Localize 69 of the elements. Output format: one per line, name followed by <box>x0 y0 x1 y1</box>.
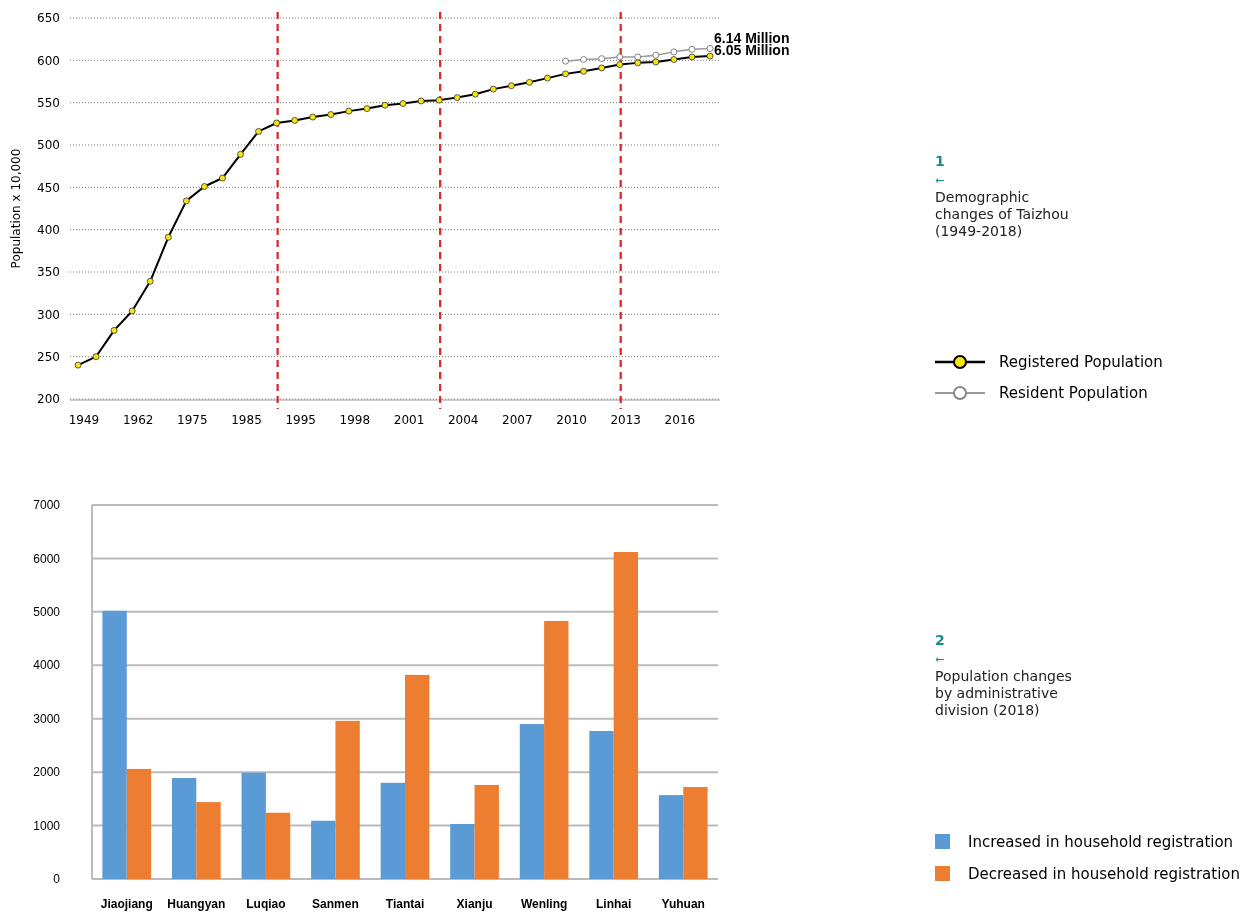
y-tick-label: 450 <box>37 180 60 195</box>
y-tick-label: 500 <box>37 138 60 153</box>
x-tick-label: Linhai <box>595 897 632 911</box>
x-tick-label: 2004 <box>447 413 479 427</box>
bar <box>335 720 360 879</box>
bar <box>171 778 197 879</box>
bar <box>405 674 430 879</box>
bar <box>450 823 475 879</box>
x-tick-label: Wenling <box>520 897 568 911</box>
bar <box>474 784 499 879</box>
x-tick-label: 2001 <box>393 413 425 427</box>
y-tick-label: 2000 <box>33 765 61 780</box>
bar <box>265 812 291 879</box>
bar <box>311 820 336 879</box>
x-tick-label: 2010 <box>556 413 587 427</box>
bar <box>380 782 405 879</box>
x-tick-label: 2016 <box>664 413 696 427</box>
x-tick-label: Sanmen <box>312 897 359 911</box>
legend-label: Resident Population <box>999 384 1148 403</box>
x-tick-label: 1949 <box>68 413 100 427</box>
x-tick-label: Tiantai <box>385 897 425 911</box>
y-tick-label: 5000 <box>33 605 61 620</box>
y-tick-label: 4000 <box>33 658 61 673</box>
x-tick-label: 1998 <box>339 413 371 427</box>
x-tick-label: 1975 <box>177 413 208 427</box>
x-tick-label: Luqiao <box>246 897 286 911</box>
text: 1 <box>935 153 945 169</box>
x-tick-label: 2013 <box>610 413 641 427</box>
text: ← <box>935 174 945 187</box>
y-tick-label: 200 <box>37 392 60 407</box>
bar <box>126 768 152 879</box>
y-tick-label: 650 <box>37 11 60 26</box>
text: ← <box>935 653 945 666</box>
bar <box>519 724 545 879</box>
legend-label: Registered Population <box>999 353 1163 372</box>
y-axis-title: Population x 10,000 <box>9 148 23 269</box>
bar <box>683 787 708 879</box>
y-tick-label: 350 <box>37 265 60 280</box>
bar <box>196 802 221 879</box>
bar <box>613 552 639 879</box>
x-tick-label: 1985 <box>231 413 262 427</box>
y-tick-label: 300 <box>37 307 60 322</box>
y-tick-label: 7000 <box>33 498 61 513</box>
y-tick-label: 550 <box>37 95 60 110</box>
text: Population changes by administrative division (2018) <box>935 668 1072 718</box>
bar <box>658 795 684 879</box>
bar <box>241 772 266 879</box>
text: Demographic changes of Taizhou (1949-2018) <box>935 189 1069 239</box>
y-tick-label: 1000 <box>33 818 61 833</box>
annotation: 6.05 Million <box>714 42 790 58</box>
bar <box>544 620 569 879</box>
y-tick-label: 6000 <box>33 551 61 566</box>
x-tick-label: 2007 <box>502 413 533 427</box>
x-tick-label: Yuhuan <box>661 897 705 911</box>
y-tick-label: 600 <box>37 53 60 68</box>
y-tick-label: 250 <box>37 349 60 364</box>
x-tick-label: 1962 <box>122 413 154 427</box>
y-tick-label: 400 <box>37 222 60 237</box>
x-tick-label: 1995 <box>285 413 316 427</box>
text: 2 <box>935 632 945 648</box>
bar <box>589 731 614 879</box>
x-tick-label: Jiaojiang <box>100 897 153 911</box>
x-tick-label: Huangyan <box>167 897 226 911</box>
y-tick-label: 0 <box>53 872 61 887</box>
legend-label: Decreased in household registration <box>968 865 1240 884</box>
y-tick-label: 3000 <box>33 711 61 726</box>
x-tick-label: Xianju <box>456 897 493 911</box>
bar <box>102 610 127 879</box>
legend-label: Increased in household registration <box>968 833 1234 852</box>
